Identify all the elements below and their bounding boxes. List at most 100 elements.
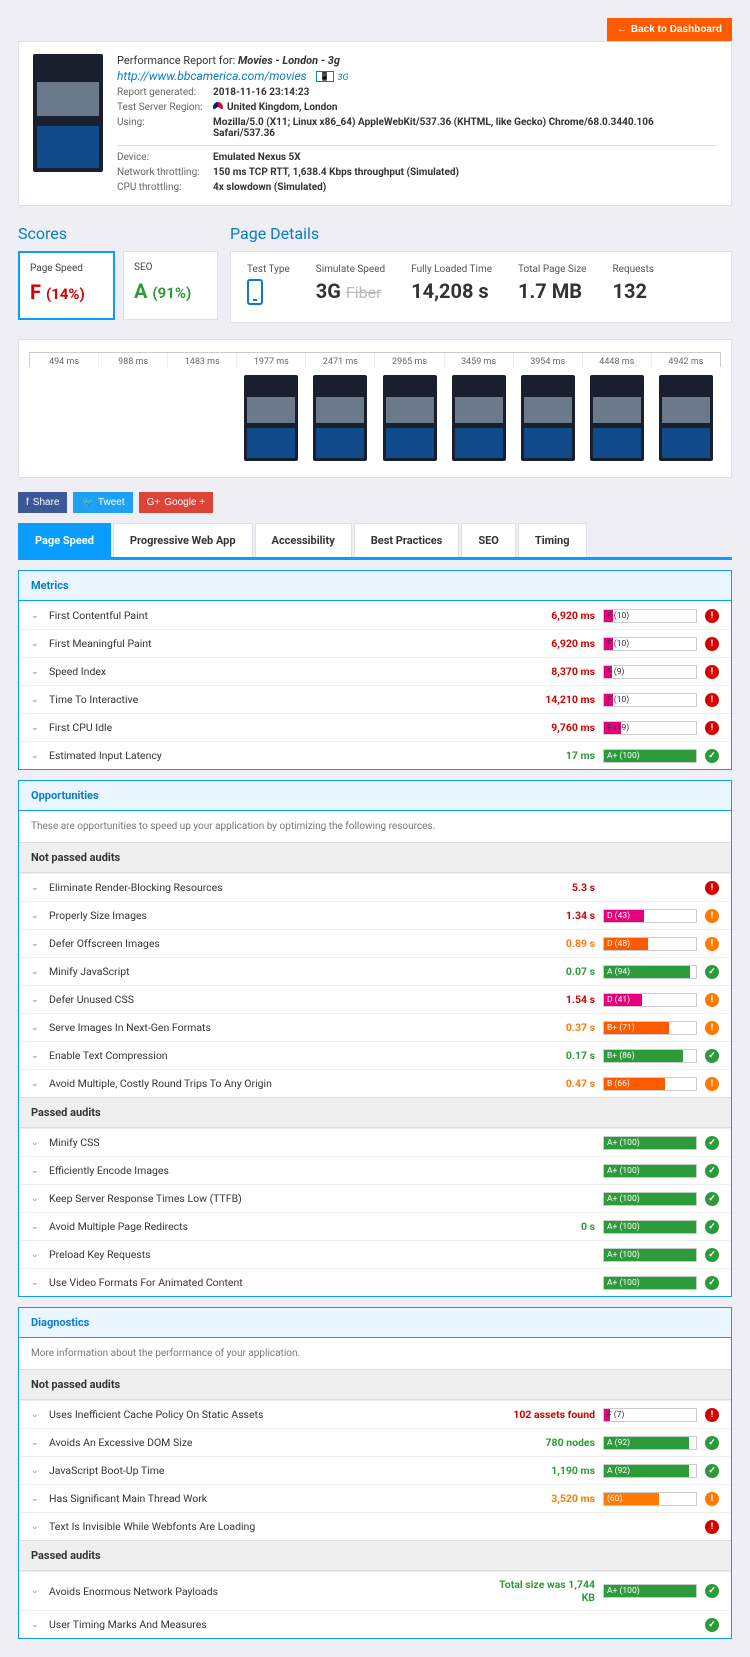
- diag-passed-heading: Passed audits: [19, 1540, 731, 1571]
- grade-bar: (60): [603, 1492, 697, 1506]
- check-icon: ✓: [705, 1618, 719, 1632]
- audit-name: Serve Images In Next-Gen Formats: [49, 1021, 491, 1034]
- tab-accessibility[interactable]: Accessibility: [255, 523, 352, 557]
- audit-row[interactable]: ⌄Minify JavaScript0.07 sA (94)✓: [19, 957, 731, 985]
- audit-name: Time To Interactive: [49, 693, 491, 706]
- tab-progressive-web-app[interactable]: Progressive Web App: [113, 523, 253, 557]
- grade-bar: A (92): [603, 1436, 697, 1450]
- check-icon: ✓: [705, 1276, 719, 1290]
- audit-row[interactable]: ⌄Has Significant Main Thread Work3,520 m…: [19, 1484, 731, 1512]
- audit-value: Total size was 1,744 KB: [499, 1578, 595, 1604]
- arrow-left-icon: ←: [617, 24, 627, 35]
- chevron-down-icon: ⌄: [31, 883, 41, 893]
- share-facebook-button[interactable]: fShare: [18, 492, 67, 513]
- audit-row[interactable]: ⌄Time To Interactive14,210 msF (10)!: [19, 685, 731, 713]
- audit-row[interactable]: ⌄Avoids Enormous Network PayloadsTotal s…: [19, 1571, 731, 1610]
- audit-row[interactable]: ⌄Properly Size Images1.34 sD (43)!: [19, 901, 731, 929]
- film-frame: [452, 375, 506, 461]
- audit-value: 1.34 s: [499, 909, 595, 922]
- report-title: Performance Report for: Movies - London …: [117, 54, 717, 67]
- chevron-down-icon: ⌄: [31, 751, 41, 761]
- film-frame: [175, 375, 229, 461]
- audit-row[interactable]: ⌄Use Video Formats For Animated ContentA…: [19, 1268, 731, 1296]
- metrics-section: Metrics ⌄First Contentful Paint6,920 msF…: [18, 570, 732, 770]
- grade-bar: A+ (100): [603, 1584, 697, 1598]
- warning-icon: !: [705, 909, 719, 923]
- tab-seo[interactable]: SEO: [461, 523, 516, 557]
- audit-name: Efficiently Encode Images: [49, 1164, 491, 1177]
- audit-name: Minify CSS: [49, 1136, 491, 1149]
- film-frame: [659, 375, 713, 461]
- audit-row[interactable]: ⌄Efficiently Encode ImagesA+ (100)✓: [19, 1156, 731, 1184]
- chevron-down-icon: ⌄: [31, 611, 41, 621]
- report-url[interactable]: http://www.bbcamerica.com/movies 📱3G: [117, 69, 717, 83]
- share-google-button[interactable]: G+Google +: [139, 492, 214, 513]
- audit-value: 17 ms: [499, 749, 595, 762]
- audit-value: 102 assets found: [499, 1408, 595, 1421]
- audit-value: 0.47 s: [499, 1077, 595, 1090]
- audit-name: Enable Text Compression: [49, 1049, 491, 1062]
- audit-row[interactable]: ⌄Enable Text Compression0.17 sB+ (86)✓: [19, 1041, 731, 1069]
- diagnostics-section: Diagnostics More information about the p…: [18, 1307, 732, 1639]
- grade-bar: B+ (71): [603, 1021, 697, 1035]
- chevron-down-icon: ⌄: [31, 1051, 41, 1061]
- audit-value: 1.54 s: [499, 993, 595, 1006]
- tab-best-practices[interactable]: Best Practices: [354, 523, 460, 557]
- chevron-down-icon: ⌄: [31, 639, 41, 649]
- audit-row[interactable]: ⌄Avoid Multiple Page Redirects0 sA+ (100…: [19, 1212, 731, 1240]
- audit-row[interactable]: ⌄First Meaningful Paint6,920 msF (10)!: [19, 629, 731, 657]
- audit-row[interactable]: ⌄Defer Offscreen Images0.89 sD (48)!: [19, 929, 731, 957]
- audit-row[interactable]: ⌄Speed Index8,370 msF (9)!: [19, 657, 731, 685]
- tab-timing[interactable]: Timing: [518, 523, 587, 557]
- audit-row[interactable]: ⌄Uses Inefficient Cache Policy On Static…: [19, 1400, 731, 1428]
- grade-bar: D (48): [603, 937, 697, 951]
- film-frame: [521, 375, 575, 461]
- not-passed-heading: Not passed audits: [19, 842, 731, 873]
- audit-row[interactable]: ⌄ Eliminate Render-Blocking Resources 5.3 …: [19, 873, 731, 901]
- uk-flag-icon: [213, 102, 223, 112]
- check-icon: ✓: [705, 1049, 719, 1063]
- audit-value: 0.37 s: [499, 1021, 595, 1034]
- audit-name: Estimated Input Latency: [49, 749, 491, 762]
- film-time: 4448 ms: [582, 353, 651, 367]
- audit-row[interactable]: ⌄JavaScript Boot-Up Time1,190 msA (92)✓: [19, 1456, 731, 1484]
- audit-row[interactable]: ⌄Avoid Multiple, Costly Round Trips To A…: [19, 1069, 731, 1097]
- back-to-dashboard-button[interactable]: ←Back to Dashboard: [607, 18, 732, 41]
- audit-row[interactable]: ⌄Preload Key RequestsA+ (100)✓: [19, 1240, 731, 1268]
- grade-bar: F (10): [603, 693, 697, 707]
- audit-row[interactable]: ⌄Minify CSSA+ (100)✓: [19, 1128, 731, 1156]
- warning-icon: !: [705, 693, 719, 707]
- check-icon: ✓: [705, 1192, 719, 1206]
- score-card[interactable]: SEOA (91%): [123, 251, 218, 320]
- passed-heading: Passed audits: [19, 1097, 731, 1128]
- audit-row[interactable]: ⌄First CPU Idle9,760 msF (19)!: [19, 713, 731, 741]
- warning-icon: !: [705, 721, 719, 735]
- audit-row[interactable]: ⌄Avoids An Excessive DOM Size780 nodesA …: [19, 1428, 731, 1456]
- chevron-down-icon: ⌄: [31, 1138, 41, 1148]
- audit-value: 9,760 ms: [499, 721, 595, 734]
- grade-bar: A+ (100): [603, 1192, 697, 1206]
- detail-item: Fully Loaded Time14,208 s: [411, 264, 492, 303]
- warning-icon: !: [705, 1492, 719, 1506]
- chevron-down-icon: ⌄: [31, 1222, 41, 1232]
- diagnostics-desc: More information about the performance o…: [19, 1338, 731, 1369]
- audit-value: 5.3 s: [499, 881, 595, 894]
- film-time: 3954 ms: [513, 353, 582, 367]
- score-card[interactable]: Page SpeedF (14%): [18, 251, 115, 320]
- audit-row[interactable]: ⌄Text Is Invisible While Webfonts Are Lo…: [19, 1512, 731, 1540]
- audit-name: Eliminate Render-Blocking Resources: [49, 881, 491, 894]
- check-icon: ✓: [705, 749, 719, 763]
- audit-row[interactable]: ⌄Defer Unused CSS1.54 sD (41)!: [19, 985, 731, 1013]
- warning-icon: !: [705, 1520, 719, 1534]
- audit-value: 0.17 s: [499, 1049, 595, 1062]
- audit-row[interactable]: ⌄Serve Images In Next-Gen Formats0.37 sB…: [19, 1013, 731, 1041]
- audit-row[interactable]: ⌄Estimated Input Latency17 msA+ (100)✓: [19, 741, 731, 769]
- share-twitter-button[interactable]: 🐦Tweet: [73, 492, 132, 513]
- audit-name: Defer Offscreen Images: [49, 937, 491, 950]
- audit-row[interactable]: ⌄First Contentful Paint6,920 msF (10)!: [19, 601, 731, 629]
- audit-value: 0.89 s: [499, 937, 595, 950]
- check-icon: ✓: [705, 965, 719, 979]
- audit-row[interactable]: ⌄User Timing Marks And Measures✓: [19, 1610, 731, 1638]
- tab-page-speed[interactable]: Page Speed: [18, 523, 111, 557]
- audit-row[interactable]: ⌄Keep Server Response Times Low (TTFB)A+…: [19, 1184, 731, 1212]
